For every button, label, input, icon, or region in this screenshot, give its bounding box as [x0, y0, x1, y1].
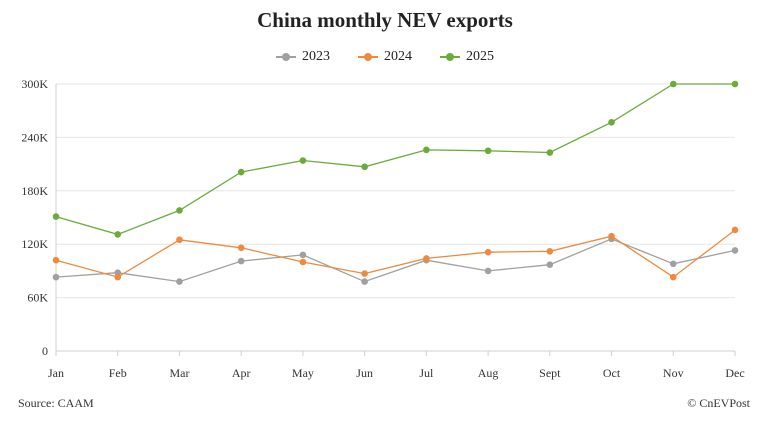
x-tick-label-aug: Aug — [478, 366, 499, 380]
point-2025-dec — [731, 80, 739, 88]
point-2025-oct — [608, 118, 615, 126]
point-2024-sept — [546, 248, 554, 255]
x-tick-label-sept: Sept — [539, 366, 561, 380]
legend-item-2025[interactable]: 2025 — [440, 49, 494, 65]
point-2024-jun — [361, 270, 368, 277]
point-2023-mar — [176, 278, 183, 285]
series-line-2025 — [55, 83, 735, 236]
legend-label-2024: 2024 — [384, 49, 412, 64]
point-2023-nov — [669, 260, 677, 268]
chart-legend: 2023 2024 2025 — [0, 49, 770, 65]
point-2024-feb — [114, 273, 122, 281]
x-tick-label-oct: Oct — [603, 366, 621, 380]
x-tick-label-jun: Jun — [356, 366, 373, 380]
y-tick-label-1: 60K — [27, 291, 48, 305]
point-2025-feb — [114, 231, 122, 238]
x-tick-label-feb: Feb — [109, 366, 127, 380]
x-tick-label-jan: Jan — [48, 366, 64, 380]
legend-item-2023[interactable]: 2023 — [276, 49, 330, 65]
point-2024-mar — [176, 236, 183, 244]
y-tick-label-5: 300K — [21, 77, 48, 91]
point-2023-dec — [731, 247, 739, 254]
point-2025-mar — [176, 207, 183, 214]
point-2024-oct — [608, 232, 615, 240]
point-2025-apr — [237, 168, 245, 176]
x-tick-label-dec: Dec — [725, 366, 744, 380]
x-tick-label-nov: Nov — [663, 366, 684, 380]
x-tick-label-apr: Apr — [232, 366, 251, 380]
point-2024-aug — [484, 248, 492, 256]
point-2025-nov — [669, 80, 677, 88]
point-2025-jan — [52, 213, 60, 220]
legend-swatch-2023 — [276, 52, 296, 62]
point-2025-jun — [361, 163, 368, 171]
point-2024-apr — [237, 244, 245, 252]
point-2023-apr — [237, 257, 245, 265]
y-tick-label-0: 0 — [42, 344, 48, 358]
chart-title: China monthly NEV exports — [257, 8, 513, 32]
y-tick-label-4: 240K — [21, 130, 48, 144]
point-2023-jun — [361, 278, 368, 285]
legend-label-2023: 2023 — [302, 49, 330, 64]
y-tick-label-3: 180K — [21, 184, 48, 198]
point-2023-may — [299, 251, 307, 259]
x-tick-label-mar: Mar — [169, 366, 189, 380]
point-2023-sept — [546, 261, 554, 268]
point-2024-jan — [52, 256, 60, 264]
point-2025-aug — [484, 147, 492, 155]
credit-note: © CnEVPost — [687, 396, 750, 410]
point-2025-may — [299, 157, 307, 164]
point-2023-jan — [52, 273, 60, 281]
series-line-2024 — [55, 229, 736, 278]
series-line-2023 — [55, 238, 736, 283]
legend-swatch-2024 — [358, 52, 378, 62]
point-2024-may — [299, 258, 307, 266]
point-2025-jul — [423, 146, 430, 154]
point-2023-aug — [484, 267, 492, 275]
legend-swatch-2025 — [440, 52, 460, 62]
x-tick-label-may: May — [292, 366, 314, 380]
y-tick-label-2: 120K — [21, 237, 48, 251]
legend-label-2025: 2025 — [466, 49, 494, 64]
source-note: Source: CAAM — [18, 396, 94, 410]
point-2024-nov — [669, 273, 677, 281]
point-2025-sept — [546, 149, 554, 156]
point-2024-jul — [423, 255, 430, 262]
x-tick-label-jul: Jul — [419, 366, 434, 380]
point-2024-dec — [731, 226, 739, 234]
legend-item-2024[interactable]: 2024 — [358, 49, 412, 65]
